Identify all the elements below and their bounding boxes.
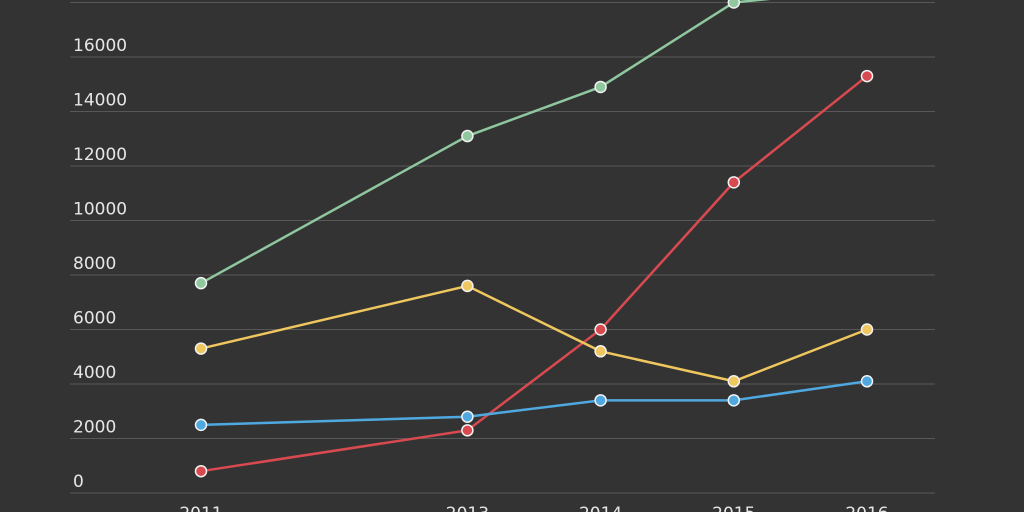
- data-point: [194, 418, 208, 432]
- y-tick-label: 4000: [73, 363, 116, 383]
- lines: [194, 0, 874, 478]
- data-point: [461, 129, 474, 143]
- data-point: [727, 394, 741, 407]
- data-point: [727, 0, 741, 9]
- data-point: [727, 176, 741, 189]
- data-point: [860, 375, 874, 388]
- series-line: [200, 75, 868, 473]
- y-tick-label: 8000: [73, 254, 116, 274]
- x-tick-label: 2014: [579, 504, 622, 512]
- x-tick-label: 2015: [712, 504, 755, 512]
- data-point: [860, 323, 874, 336]
- x-tick-label: 2011: [179, 504, 222, 512]
- data-point: [194, 276, 208, 290]
- grid: 0 2000 4000 6000 8000 10000 12000 14000 16000 180…: [70, 0, 935, 512]
- series-line: [200, 380, 868, 427]
- data-point: [594, 80, 607, 94]
- data-point: [194, 464, 208, 478]
- y-tick-label: 18000: [73, 0, 127, 2]
- x-tick-label: 2016: [845, 504, 888, 512]
- data-point: [594, 323, 607, 336]
- y-tick-label: 14000: [73, 91, 127, 111]
- data-point: [461, 279, 474, 293]
- y-tick-label: 2000: [73, 418, 116, 438]
- series-line: [200, 284, 868, 383]
- data-point: [594, 345, 607, 358]
- data-point: [461, 410, 474, 423]
- data-point: [860, 69, 874, 83]
- y-tick-label: 0: [73, 472, 84, 492]
- data-point: [594, 394, 607, 407]
- data-point: [727, 375, 741, 388]
- y-tick-label: 6000: [73, 309, 116, 329]
- series-line: [200, 0, 771, 285]
- data-point: [461, 424, 474, 437]
- data-point: [194, 342, 208, 355]
- y-tick-label: 12000: [73, 145, 127, 165]
- y-tick-label: 16000: [73, 36, 127, 56]
- x-tick-label: 2013: [446, 504, 489, 512]
- y-tick-label: 10000: [73, 200, 127, 220]
